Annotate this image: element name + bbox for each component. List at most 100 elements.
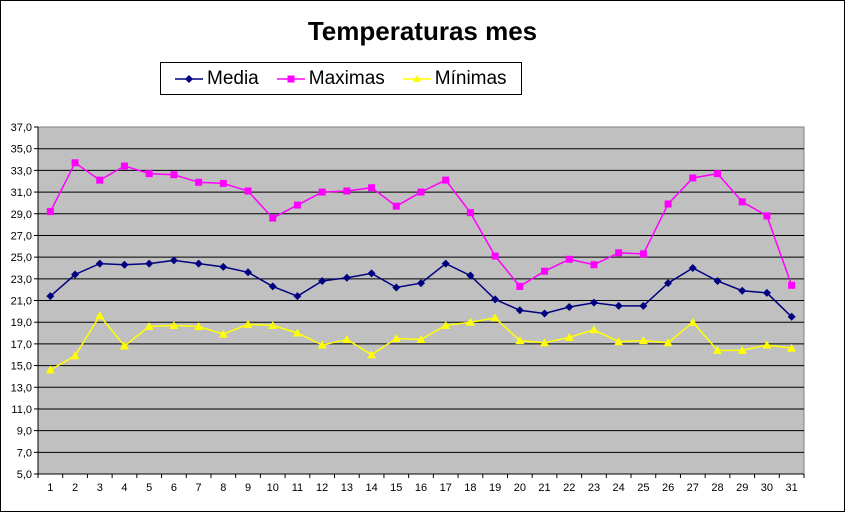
data-point-1 bbox=[738, 286, 747, 295]
data-point-3 bbox=[515, 336, 525, 345]
data-point-2 bbox=[615, 249, 623, 257]
data-point-1 bbox=[95, 259, 104, 268]
data-point-1 bbox=[417, 279, 425, 288]
legend-entry-minimas: Mínimas bbox=[402, 67, 507, 90]
data-point-3 bbox=[243, 319, 253, 328]
x-tick-label: 28 bbox=[711, 482, 723, 494]
y-tick-label: 31,0 bbox=[11, 187, 32, 199]
data-point-3 bbox=[391, 333, 401, 342]
data-point-2 bbox=[195, 178, 203, 186]
data-point-3 bbox=[169, 320, 179, 329]
data-point-2 bbox=[145, 170, 153, 178]
data-point-1 bbox=[664, 279, 673, 288]
data-point-3 bbox=[762, 340, 772, 349]
data-point-2 bbox=[788, 281, 796, 289]
legend-marker-minimas bbox=[402, 74, 431, 82]
y-tick-label: 11,0 bbox=[11, 404, 32, 416]
x-tick-label: 17 bbox=[440, 482, 452, 494]
data-point-1 bbox=[491, 295, 500, 304]
data-point-2 bbox=[491, 252, 499, 260]
data-point-1 bbox=[318, 276, 327, 285]
y-tick-label: 37,0 bbox=[11, 122, 32, 134]
data-point-2 bbox=[466, 209, 474, 217]
data-point-2 bbox=[392, 202, 400, 210]
data-point-2 bbox=[244, 187, 252, 195]
x-tick-label: 30 bbox=[761, 482, 773, 494]
data-point-2 bbox=[516, 282, 524, 290]
data-point-3 bbox=[342, 335, 352, 344]
x-tick-label: 2 bbox=[72, 482, 78, 494]
data-point-2 bbox=[293, 201, 301, 209]
legend-entry-media: Media bbox=[175, 68, 259, 90]
data-point-1 bbox=[71, 270, 80, 279]
y-tick-label: 9,0 bbox=[17, 426, 32, 438]
x-tick-label: 18 bbox=[464, 482, 476, 494]
data-point-1 bbox=[46, 292, 55, 301]
data-point-1 bbox=[145, 259, 154, 268]
data-point-2 bbox=[46, 208, 54, 216]
x-tick-label: 24 bbox=[613, 482, 625, 494]
data-point-3 bbox=[144, 322, 154, 331]
x-tick-label: 19 bbox=[489, 482, 501, 494]
data-point-1 bbox=[392, 283, 401, 292]
x-tick-label: 22 bbox=[563, 482, 575, 494]
x-tick-label: 1 bbox=[47, 482, 53, 494]
data-point-3 bbox=[119, 341, 129, 350]
y-tick-label: 21,0 bbox=[11, 296, 32, 308]
y-tick-label: 33,0 bbox=[11, 165, 32, 177]
data-point-1 bbox=[293, 292, 302, 301]
x-tick-label: 12 bbox=[316, 482, 328, 494]
data-point-2 bbox=[219, 179, 227, 187]
data-point-1 bbox=[120, 260, 129, 269]
chart-title: Temperaturas mes bbox=[307, 16, 538, 46]
data-point-3 bbox=[194, 322, 204, 331]
data-point-3 bbox=[218, 329, 228, 338]
x-tick-label: 10 bbox=[267, 482, 279, 494]
x-tick-label: 25 bbox=[637, 482, 649, 494]
data-point-1 bbox=[589, 298, 598, 307]
x-tick-label: 21 bbox=[538, 482, 550, 494]
data-point-2 bbox=[590, 261, 598, 269]
data-point-2 bbox=[442, 176, 450, 184]
x-tick-label: 23 bbox=[588, 482, 600, 494]
data-point-1 bbox=[787, 312, 796, 321]
y-tick-label: 35,0 bbox=[11, 144, 32, 156]
legend-label-maximas: Maximas bbox=[308, 67, 385, 89]
data-point-2 bbox=[343, 187, 351, 195]
data-point-3 bbox=[268, 320, 278, 329]
y-tick-label: 13,0 bbox=[11, 382, 32, 394]
x-tick-label: 8 bbox=[220, 482, 226, 494]
legend-label-minimas: Mínimas bbox=[434, 67, 507, 89]
data-point-1 bbox=[244, 268, 253, 277]
data-point-2 bbox=[417, 188, 425, 196]
data-point-1 bbox=[169, 256, 178, 265]
x-tick-label: 7 bbox=[196, 482, 202, 494]
x-tick-label: 11 bbox=[292, 482, 303, 494]
data-point-1 bbox=[565, 303, 574, 312]
y-tick-label: 27,0 bbox=[11, 230, 32, 242]
data-point-2 bbox=[639, 250, 647, 258]
data-point-2 bbox=[96, 176, 104, 184]
y-tick-label: 25,0 bbox=[11, 252, 32, 264]
data-point-1 bbox=[268, 282, 277, 291]
x-tick-label: 31 bbox=[786, 482, 798, 494]
data-point-3 bbox=[465, 317, 475, 326]
data-point-2 bbox=[269, 214, 277, 222]
data-point-1 bbox=[466, 271, 475, 280]
data-point-2 bbox=[763, 212, 771, 220]
y-tick-label: 23,0 bbox=[11, 274, 32, 286]
y-tick-label: 5,0 bbox=[17, 469, 32, 481]
legend-entry-maximas: Maximas bbox=[276, 67, 385, 90]
data-point-3 bbox=[663, 338, 673, 347]
data-point-2 bbox=[714, 170, 722, 178]
data-point-3 bbox=[737, 345, 747, 354]
data-point-3 bbox=[688, 317, 698, 326]
data-point-3 bbox=[713, 345, 723, 354]
y-tick-label: 29,0 bbox=[11, 209, 32, 221]
legend-marker-media bbox=[175, 74, 203, 83]
data-point-3 bbox=[367, 350, 377, 359]
data-point-1 bbox=[219, 262, 228, 271]
legend-marker-maximas bbox=[276, 75, 305, 82]
data-point-3 bbox=[490, 313, 500, 322]
data-point-1 bbox=[614, 301, 623, 310]
